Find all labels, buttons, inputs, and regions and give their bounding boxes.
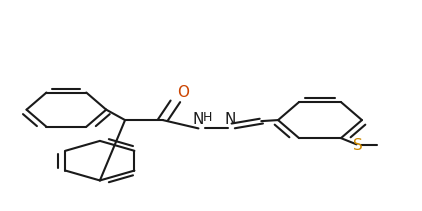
Text: N: N <box>224 112 235 127</box>
Text: H: H <box>203 111 212 124</box>
Text: N: N <box>193 112 204 127</box>
Text: S: S <box>353 138 362 153</box>
Text: O: O <box>178 85 189 100</box>
